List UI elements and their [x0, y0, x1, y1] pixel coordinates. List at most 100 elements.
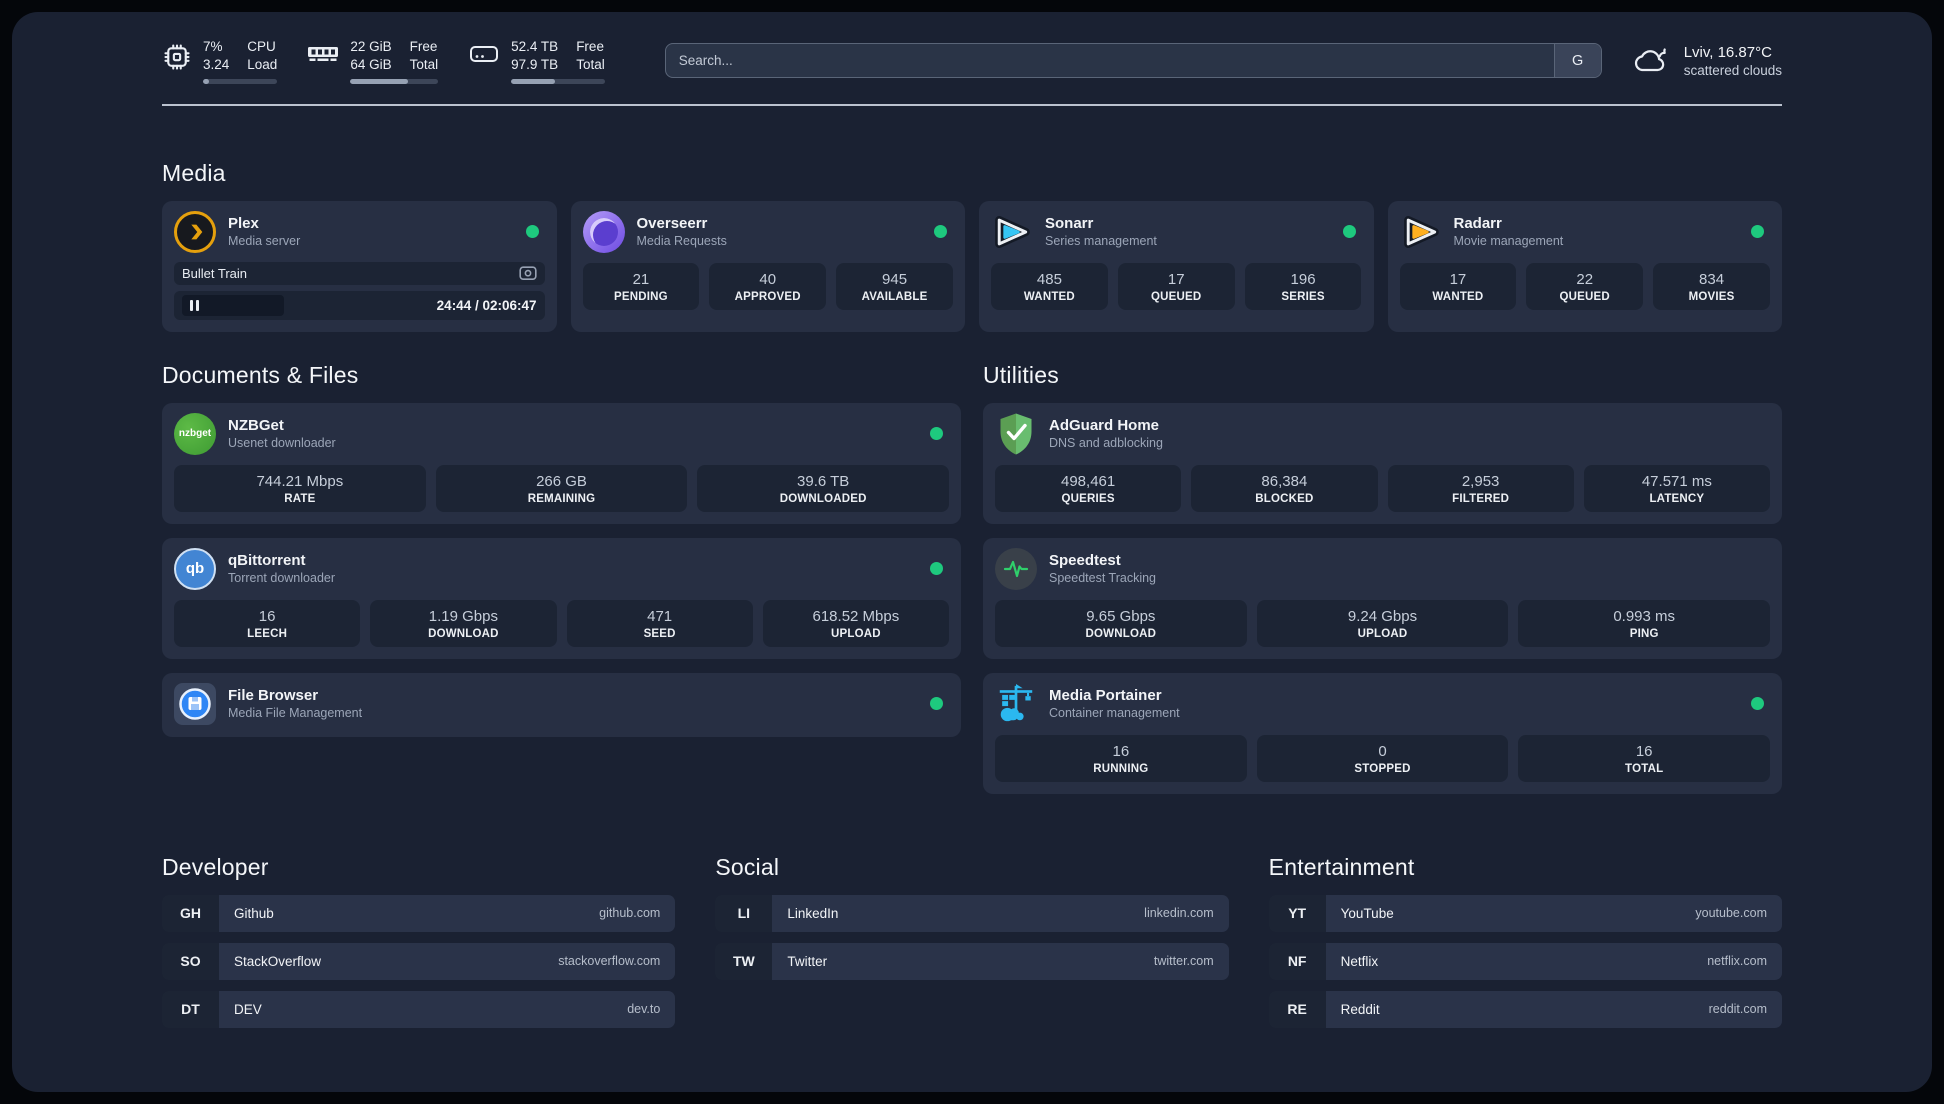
cpu-widget: 7% 3.24 CPU Load	[162, 38, 278, 84]
bookmark-url: linkedin.com	[1144, 906, 1214, 921]
pause-icon	[190, 299, 193, 311]
disk-free-value: 52.4 TB	[511, 39, 559, 54]
qbittorrent-icon: qb	[174, 547, 216, 590]
speedtest-pulse-icon	[995, 547, 1037, 590]
bookmark-name: LinkedIn	[787, 905, 839, 921]
overseerr-icon	[582, 210, 625, 253]
search-engine-button[interactable]: G	[1553, 44, 1601, 78]
adguard-shield-icon	[995, 413, 1037, 455]
cpu-progress-fill	[203, 78, 209, 84]
memory-total-label: Total	[409, 56, 439, 72]
bookmark-url: youtube.com	[1695, 906, 1767, 921]
stat-rate: 744.21 Mbps RATE	[174, 464, 426, 512]
status-dot	[934, 225, 947, 239]
bookmark-github[interactable]: GH Github github.com	[162, 894, 676, 932]
disk-progress-fill	[511, 78, 556, 84]
service-name: Plex	[228, 215, 259, 233]
bookmark-netflix[interactable]: NF Netflix netflix.com	[1268, 942, 1782, 980]
stat-stopped: 0 STOPPED	[1256, 734, 1509, 782]
bookmark-linkedin[interactable]: LI LinkedIn linkedin.com	[715, 894, 1229, 932]
bookmark-reddit[interactable]: RE Reddit reddit.com	[1268, 990, 1782, 1028]
bookmark-stackoverflow[interactable]: SO StackOverflow stackoverflow.com	[162, 942, 676, 980]
bookmark-abbr: NF	[1268, 942, 1326, 980]
stat-queued: 17 QUEUED	[1117, 262, 1235, 310]
disk-total-label: Total	[576, 56, 605, 72]
status-dot	[1342, 225, 1356, 239]
display-icon[interactable]	[518, 266, 537, 281]
disk-stats: 52.4 TB 97.9 TB Free Total	[511, 38, 605, 84]
section-media: Media Plex Media server Bullet Train	[162, 160, 1782, 332]
topbar-divider	[162, 103, 1782, 106]
service-description: Media File Management	[228, 706, 363, 721]
cpu-stats: 7% 3.24 CPU Load	[203, 38, 278, 84]
cpu-load-label: Load	[247, 56, 278, 72]
section-utilities: Utilities	[983, 362, 1782, 794]
service-card-filebrowser[interactable]: File Browser Media File Management	[162, 672, 961, 737]
memory-free-value: 22 GiB	[350, 39, 392, 54]
section-title-utilities: Utilities	[983, 361, 1059, 388]
bookmark-url: dev.to	[627, 1002, 661, 1017]
radarr-icon	[1400, 211, 1442, 253]
service-card-nzbget[interactable]: nzbget NZBGet Usenet downloader 744.21 M…	[162, 402, 961, 524]
service-card-speedtest[interactable]: Speedtest Speedtest Tracking 9.65 Gbps D…	[983, 537, 1782, 659]
dashboard: 7% 3.24 CPU Load	[12, 12, 1932, 1092]
top-bar: 7% 3.24 CPU Load	[162, 38, 1782, 84]
disk-icon	[468, 42, 500, 66]
status-dot	[1751, 697, 1764, 711]
bookmark-body: Reddit reddit.com	[1325, 990, 1782, 1028]
weather-location-temp: Lviv, 16.87°C	[1683, 43, 1772, 61]
bookmark-abbr: SO	[162, 942, 219, 980]
disk-widget: 52.4 TB 97.9 TB Free Total	[468, 38, 605, 84]
stat-pending: 21 PENDING	[582, 262, 700, 310]
playback-time: 24:44 / 02:06:47	[436, 297, 537, 313]
nzbget-icon-text: nzbget	[178, 428, 212, 440]
service-card-portainer[interactable]: Media Portainer Container management 16 …	[983, 672, 1782, 794]
bookmark-body: LinkedIn linkedin.com	[772, 894, 1229, 932]
stat-leech: 16 LEECH	[174, 599, 361, 647]
pause-icon	[196, 299, 199, 311]
bookmark-url: github.com	[599, 906, 661, 921]
bookmark-abbr: TW	[715, 942, 773, 980]
memory-progress-fill	[350, 78, 409, 84]
ram-icon	[307, 42, 339, 64]
bookmark-name: DEV	[234, 1001, 262, 1017]
service-card-plex[interactable]: Plex Media server Bullet Train	[162, 200, 557, 332]
section-title-media: Media	[162, 159, 226, 186]
stat-approved: 40 APPROVED	[709, 262, 827, 310]
portainer-crane-icon	[995, 683, 1037, 725]
bookmark-dev[interactable]: DT DEV dev.to	[162, 990, 676, 1028]
status-dot	[930, 562, 943, 576]
weather-widget: Lviv, 16.87°C scattered clouds	[1632, 44, 1782, 78]
search-input[interactable]	[664, 43, 1602, 79]
service-name: NZBGet	[228, 417, 284, 435]
bookmark-body: StackOverflow stackoverflow.com	[219, 942, 676, 980]
bookmark-twitter[interactable]: TW Twitter twitter.com	[715, 942, 1229, 980]
weather-condition: scattered clouds	[1683, 62, 1782, 78]
stat-download: 9.65 Gbps DOWNLOAD	[995, 599, 1247, 647]
cpu-progress-track	[203, 78, 278, 84]
stat-upload: 9.24 Gbps UPLOAD	[1256, 599, 1509, 647]
service-card-radarr[interactable]: Radarr Movie management 17 WANTED 22 QUE…	[1387, 200, 1782, 332]
section-title-developer: Developer	[162, 853, 269, 880]
service-card-overseerr[interactable]: Overseerr Media Requests 21 PENDING 40 A…	[570, 200, 965, 332]
section-title-social: Social	[715, 853, 780, 880]
bookmark-body: YouTube youtube.com	[1325, 894, 1782, 932]
disk-total-value: 97.9 TB	[511, 56, 559, 72]
bookmark-url: reddit.com	[1708, 1002, 1767, 1017]
memory-total-value: 64 GiB	[350, 56, 392, 72]
service-card-adguard[interactable]: AdGuard Home DNS and adblocking 498,461 …	[983, 402, 1782, 524]
service-card-sonarr[interactable]: Sonarr Series management 485 WANTED 17 Q…	[979, 200, 1374, 332]
memory-free-label: Free	[409, 39, 438, 54]
stat-blocked: 86,384 BLOCKED	[1191, 464, 1378, 512]
bookmark-body: Github github.com	[219, 894, 676, 932]
bookmark-name: Twitter	[787, 953, 828, 969]
service-description: Usenet downloader	[228, 436, 336, 451]
service-description: Media Requests	[636, 234, 727, 249]
bookmark-url: stackoverflow.com	[558, 954, 661, 969]
service-card-qbittorrent[interactable]: qb qBittorrent Torrent downloader 16 LEE…	[162, 537, 961, 659]
filebrowser-icon	[174, 682, 216, 725]
pause-button[interactable]	[182, 294, 284, 316]
bookmark-youtube[interactable]: YT YouTube youtube.com	[1268, 894, 1782, 932]
service-name: Overseerr	[636, 215, 708, 233]
disk-progress-track	[511, 78, 605, 84]
